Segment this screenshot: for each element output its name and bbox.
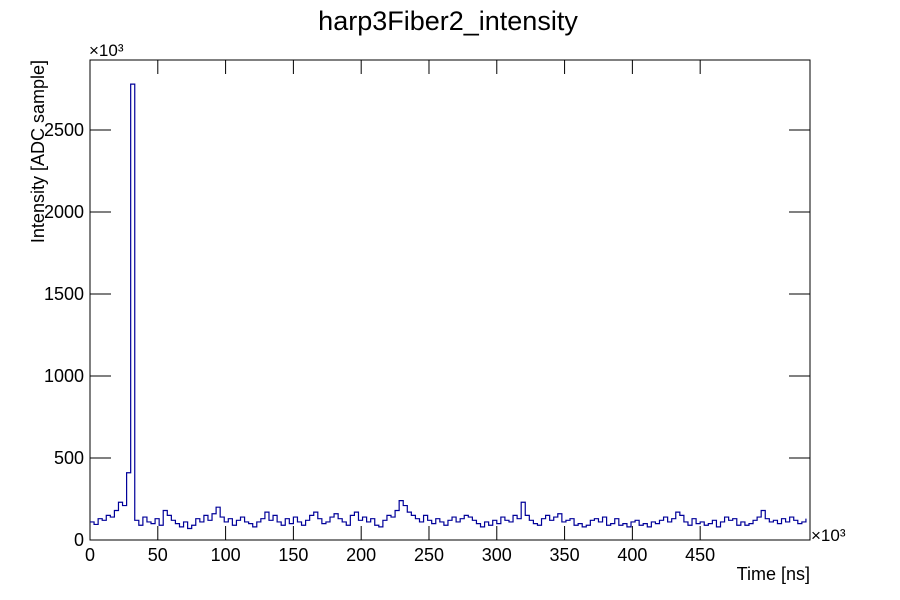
x-tick-label: 100 [211,545,241,565]
y-tick-label: 1000 [44,366,84,386]
x-exponent: ×10³ [811,526,846,545]
x-tick-label: 50 [148,545,168,565]
y-tick-label: 2500 [44,120,84,140]
y-tick-label: 2000 [44,202,84,222]
x-tick-label: 200 [346,545,376,565]
y-tick-label: 1500 [44,284,84,304]
chart-title: harp3Fiber2_intensity [318,6,578,36]
y-axis-label: Intensity [ADC sample] [28,60,48,243]
data-line [90,83,807,530]
x-tick-label: 300 [482,545,512,565]
y-exponent: ×10³ [89,41,124,60]
x-tick-label: 450 [685,545,715,565]
y-tick-label: 0 [74,530,84,550]
x-tick-label: 350 [550,545,580,565]
y-tick-label: 500 [54,448,84,468]
x-tick-label: 0 [85,545,95,565]
x-axis-label: Time [ns] [737,564,810,584]
plot-frame [89,59,811,541]
x-tick-label: 250 [414,545,444,565]
x-tick-label: 150 [278,545,308,565]
x-tick-label: 400 [617,545,647,565]
